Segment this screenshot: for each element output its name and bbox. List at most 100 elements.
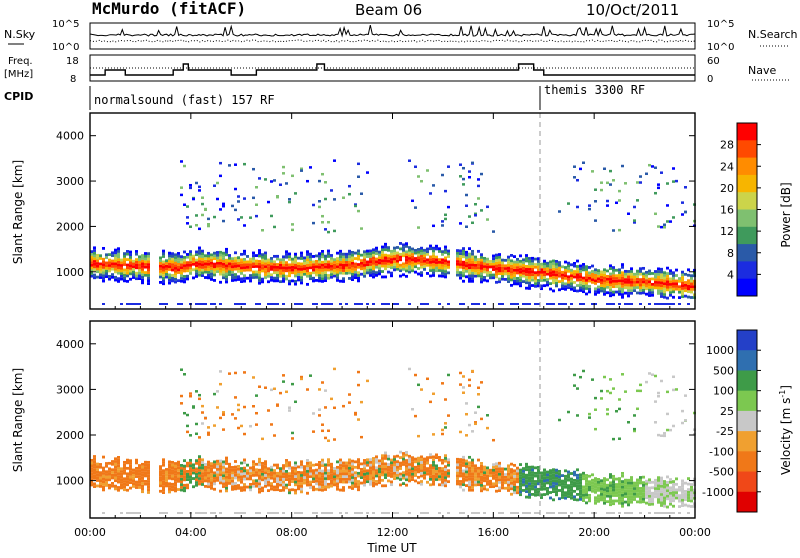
power-cell (261, 264, 264, 267)
velocity-cell (543, 468, 546, 472)
velocity-cell (492, 474, 495, 478)
power-cell (561, 287, 564, 290)
velocity-cell (684, 495, 687, 499)
velocity-cell (627, 503, 630, 507)
power-cell (357, 257, 360, 261)
velocity-cell (342, 477, 345, 481)
velocity-cell (525, 487, 528, 491)
velocity-cell (261, 470, 264, 473)
velocity-cell (666, 505, 669, 509)
velocity-cell (132, 468, 135, 472)
power-cell (690, 290, 693, 294)
velocity-cell (342, 475, 345, 479)
power-cell (480, 277, 483, 281)
power-cell (354, 276, 357, 280)
velocity-cell (663, 432, 666, 435)
power-cell (318, 205, 321, 209)
velocity-cell (249, 488, 252, 492)
velocity-cell (483, 471, 486, 474)
velocity-cell (123, 477, 126, 481)
power-cell (309, 166, 312, 169)
power-cell (159, 280, 162, 284)
velocity-cell (654, 478, 657, 482)
velocity-cell (612, 437, 615, 441)
power-cell (561, 303, 564, 305)
velocity-cell (438, 456, 441, 459)
power-cell (600, 278, 603, 282)
power-cell (174, 269, 177, 273)
power-cell (669, 291, 672, 294)
power-cell (147, 254, 150, 258)
power-cell (378, 253, 381, 257)
power-cell (534, 279, 537, 283)
power-cell (567, 275, 570, 279)
velocity-cell (123, 480, 126, 483)
power-cell (456, 254, 459, 258)
power-cell (327, 249, 330, 253)
power-cell (411, 253, 414, 256)
velocity-cell (660, 493, 663, 496)
power-cell (465, 193, 468, 197)
power-cell (669, 272, 672, 275)
velocity-cell (228, 481, 231, 485)
velocity-cell (207, 471, 210, 475)
power-cell (243, 224, 246, 227)
power-cell (405, 258, 408, 262)
velocity-cell (282, 469, 285, 473)
power-cell (402, 262, 405, 266)
velocity-cell (417, 475, 420, 479)
colorbar-tick-label: 24 (720, 160, 734, 173)
power-cell (687, 282, 690, 285)
velocity-cell (465, 459, 468, 463)
velocity-cell (243, 477, 246, 481)
velocity-cell (282, 466, 285, 470)
power-cell (552, 270, 555, 274)
velocity-cell (285, 472, 288, 476)
power-cell (636, 277, 639, 281)
power-cell (234, 251, 237, 255)
power-cell (306, 258, 309, 262)
velocity-cell (384, 454, 387, 458)
power-cell (477, 184, 480, 188)
velocity-cell (369, 477, 372, 481)
power-cell (612, 285, 615, 289)
velocity-cell (357, 418, 360, 421)
power-cell (321, 271, 324, 275)
velocity-cell (207, 460, 210, 464)
power-cell (612, 290, 615, 294)
power-cell (114, 265, 117, 268)
velocity-cell (99, 482, 102, 486)
power-cell (297, 262, 300, 266)
velocity-cell (363, 461, 366, 465)
velocity-cell (477, 480, 480, 484)
colorbar-swatch (737, 451, 757, 473)
velocity-cell (204, 465, 207, 469)
colorbar-tick-label: 4 (727, 268, 734, 281)
power-cell (321, 263, 324, 267)
velocity-cell (627, 481, 630, 485)
power-cell (90, 263, 93, 267)
velocity-cell (444, 398, 447, 401)
velocity-cell (447, 463, 450, 467)
velocity-cell (219, 416, 222, 420)
power-cell (129, 258, 132, 262)
velocity-cell (291, 480, 294, 483)
velocity-cell (648, 492, 651, 495)
power-cell (252, 257, 255, 260)
power-cell (459, 249, 462, 253)
velocity-cell (555, 487, 558, 491)
power-cell (441, 272, 444, 275)
velocity-cell (480, 381, 483, 384)
velocity-cell (480, 417, 483, 421)
power-cell (177, 252, 180, 255)
velocity-cell (582, 490, 585, 494)
power-cell (279, 269, 282, 273)
power-cell (612, 179, 615, 182)
power-cell (195, 275, 198, 278)
velocity-cell (525, 484, 528, 488)
velocity-cell (324, 488, 327, 491)
power-cell (618, 290, 621, 293)
power-cell (138, 255, 141, 259)
velocity-cell (408, 471, 411, 475)
